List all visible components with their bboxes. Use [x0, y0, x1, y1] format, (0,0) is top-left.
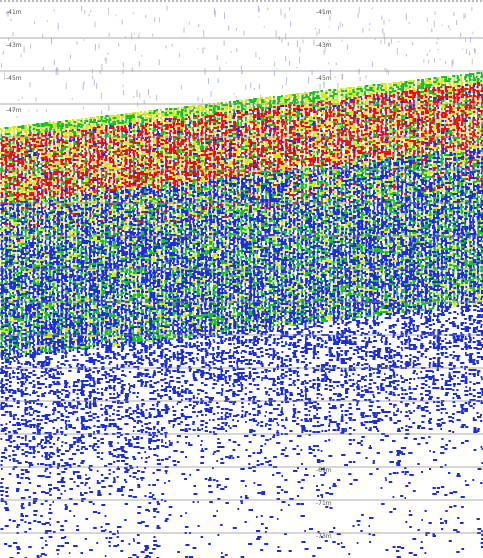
depth-label-left: -47m [6, 107, 22, 114]
depth-label-right: -41m [316, 9, 332, 16]
depth-label-right: -71m [316, 500, 332, 507]
depth-label-right: -45m [316, 75, 332, 82]
depth-label-left: -45m [6, 75, 22, 82]
depth-gridlines [0, 0, 483, 534]
depth-label-right: -73m [316, 533, 332, 540]
depth-labels: -41m -43m -45m -47m -41m -43m -45m -47m … [6, 9, 332, 540]
depth-label-right: -69m [316, 467, 332, 474]
depth-label-left: -41m [6, 9, 22, 16]
depth-label-right: -47m [316, 107, 332, 114]
depth-label-left: -43m [6, 42, 22, 49]
depth-label-right: -43m [316, 42, 332, 49]
